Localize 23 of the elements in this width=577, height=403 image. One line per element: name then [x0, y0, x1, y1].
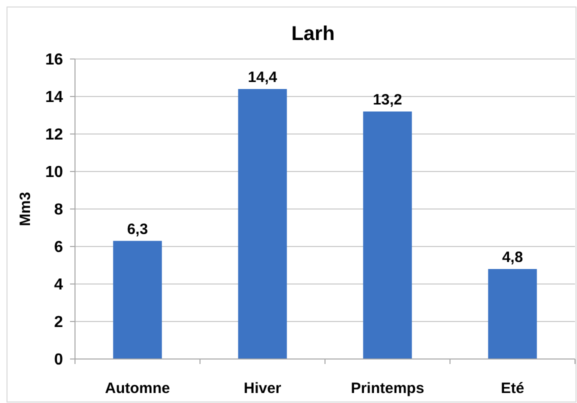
y-tick-label: 16 — [45, 52, 64, 69]
bar — [488, 269, 537, 359]
y-axis-title: Mm3 — [17, 192, 34, 226]
bar — [113, 240, 162, 359]
data-label: 6,3 — [127, 220, 148, 238]
bar — [238, 89, 287, 359]
y-tick-label: 8 — [54, 202, 64, 219]
chart-title: Larh — [291, 23, 335, 45]
x-tick-label: Eté — [500, 380, 524, 397]
bar — [363, 112, 412, 359]
y-tick-label: 0 — [54, 352, 64, 369]
y-tick-label: 6 — [54, 239, 64, 256]
y-tick-label: 12 — [45, 126, 64, 144]
y-tick-label: 10 — [45, 164, 64, 182]
y-tick-label: 14 — [45, 89, 64, 106]
x-tick-label: Automne — [105, 380, 170, 397]
data-label: 4,8 — [502, 249, 523, 266]
x-tick-label: Printemps — [350, 380, 424, 397]
x-tick-label: Hiver — [244, 380, 282, 397]
y-tick-label: 2 — [54, 314, 64, 332]
y-tick-label: 4 — [54, 276, 64, 294]
data-label: 14,4 — [248, 69, 278, 86]
data-label: 13,2 — [372, 92, 402, 108]
